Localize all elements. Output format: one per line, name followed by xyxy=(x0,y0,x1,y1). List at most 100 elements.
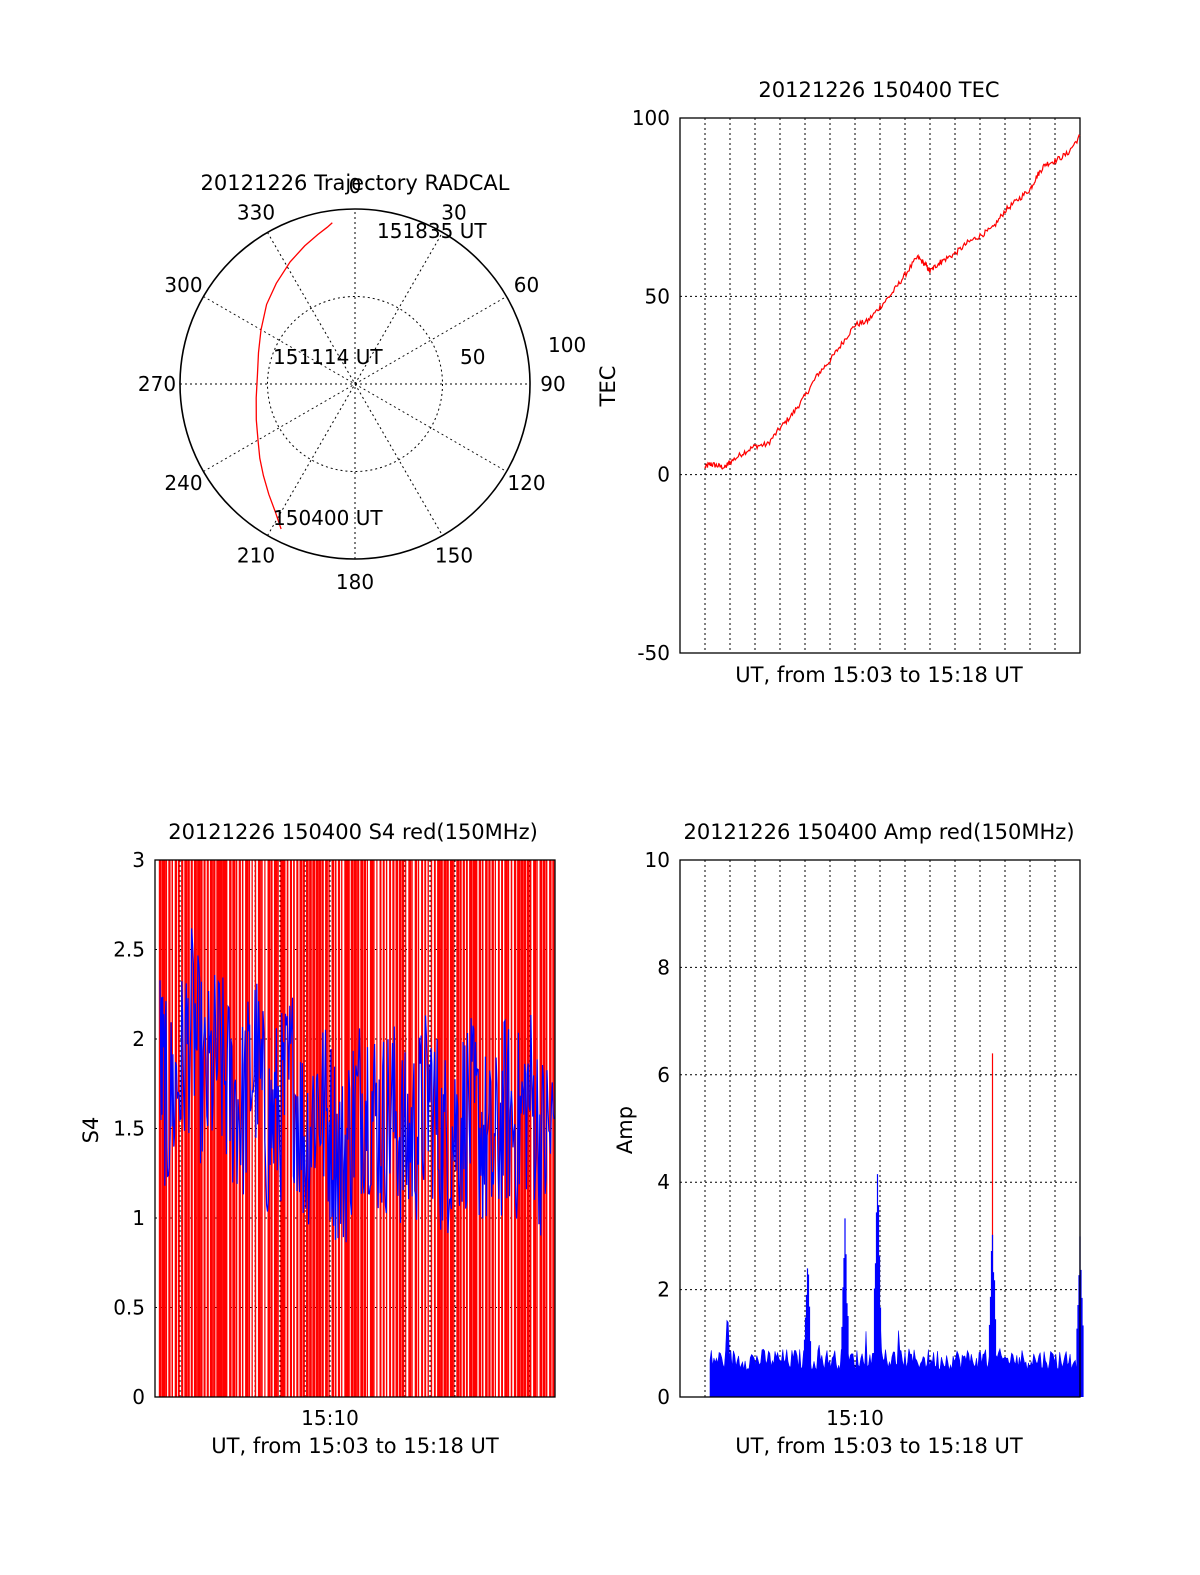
s4-red-spike xyxy=(200,860,203,1397)
polar-angle-label: 180 xyxy=(336,570,374,594)
amp-y-tick-label: 10 xyxy=(645,848,670,872)
s4-red-spike xyxy=(385,860,388,1397)
tec-y-tick-label: -50 xyxy=(637,641,670,665)
tec-panel: 20121226 150400 TEC 100 50 0 -50 TEC UT, fr… xyxy=(596,78,1081,687)
amp-plot-frame xyxy=(679,859,1081,1398)
amp-x-ticks: 15:10 xyxy=(826,1406,884,1430)
s4-red-spike xyxy=(379,860,382,1397)
s4-y-tick-label: 0 xyxy=(132,1385,145,1409)
s4-red-spike xyxy=(283,860,286,1397)
s4-plot-frame xyxy=(154,859,556,1398)
s4-red-spike xyxy=(539,860,543,1397)
polar-angle-label: 330 xyxy=(237,201,275,225)
s4-red-spike xyxy=(209,860,213,1397)
s4-red-spike xyxy=(475,860,478,1397)
amp-y-tick-label: 8 xyxy=(657,955,670,979)
s4-red-spike xyxy=(273,860,278,1397)
polar-angle-label: 30 xyxy=(441,201,466,225)
polar-spoke xyxy=(267,232,443,536)
s4-red-spike xyxy=(318,860,322,1397)
s4-red-spike xyxy=(398,860,402,1397)
s4-red-spike xyxy=(325,860,328,1397)
s4-red-spike xyxy=(161,860,165,1397)
s4-red-spike xyxy=(529,860,532,1397)
polar-title: 20121226 Trajectory RADCAL xyxy=(201,171,510,195)
s4-red-spike xyxy=(357,860,360,1397)
tec-plot-frame xyxy=(679,117,1081,654)
polar-angle-label: 90 xyxy=(540,372,565,396)
s4-red-spike xyxy=(533,860,537,1397)
polar-spokes xyxy=(180,209,530,559)
s4-red-spike xyxy=(280,860,284,1397)
s4-red-spike xyxy=(312,860,315,1397)
s4-red-spike xyxy=(222,860,226,1397)
s4-y-tick-label: 1.5 xyxy=(113,1117,145,1141)
s4-red-spike xyxy=(302,860,305,1397)
s4-red-spike xyxy=(481,860,484,1397)
s4-y-tick-label: 3 xyxy=(132,848,145,872)
polar-angle-label: 300 xyxy=(164,273,202,297)
s4-red-spike xyxy=(158,860,162,1397)
s4-red-spike xyxy=(251,860,253,1397)
amp-x-label: UT, from 15:03 to 15:18 UT xyxy=(735,1434,1023,1458)
tec-y-tick-label: 100 xyxy=(632,106,670,130)
s4-y-tick-label: 1 xyxy=(132,1206,145,1230)
s4-red-spike xyxy=(523,860,527,1397)
s4-x-ticks: 15:10 xyxy=(301,1406,359,1430)
polar-annotation-start: 150400 UT xyxy=(273,506,383,530)
polar-angle-label: 240 xyxy=(164,471,202,495)
polar-annotation-mid: 151114 UT xyxy=(273,345,383,369)
s4-y-tick-label: 2 xyxy=(132,1027,145,1051)
s4-red-spike xyxy=(321,860,324,1397)
s4-red-spike xyxy=(443,860,447,1397)
s4-y-label: S4 xyxy=(79,1117,103,1144)
polar-angle-label: 150 xyxy=(435,543,473,567)
s4-red-spike xyxy=(430,860,433,1397)
s4-red-spike xyxy=(411,860,413,1397)
s4-red-spike xyxy=(216,860,220,1397)
amp-blue-noise xyxy=(709,1319,1081,1398)
s4-red-spike xyxy=(206,860,209,1397)
s4-y-ticks: 3 2.5 2 1.5 1 0.5 0 xyxy=(113,848,145,1409)
amp-y-tick-label: 6 xyxy=(657,1063,670,1087)
polar-angle-label: 0 xyxy=(349,174,362,198)
tec-y-tick-label: 50 xyxy=(645,284,670,308)
s4-red-spike xyxy=(219,860,223,1397)
s4-red-spike xyxy=(488,860,491,1397)
s4-red-spike xyxy=(497,860,500,1397)
s4-red-spike xyxy=(181,860,184,1397)
s4-red-spike xyxy=(453,860,455,1397)
amp-panel: 20121226 150400 Amp red(150MHz) 1086420 … xyxy=(613,820,1084,1458)
s4-x-tick-label: 15:10 xyxy=(301,1406,359,1430)
s4-red-spike xyxy=(257,860,261,1397)
s4-red-spike xyxy=(171,860,173,1397)
s4-red-spike xyxy=(193,860,197,1397)
polar-radial-label-100: 100 xyxy=(548,333,586,357)
s4-red-spike xyxy=(424,860,427,1397)
polar-angle-label: 60 xyxy=(514,273,539,297)
s4-red-spike xyxy=(347,860,350,1397)
amp-x-tick-label: 15:10 xyxy=(826,1406,884,1430)
amp-title: 20121226 150400 Amp red(150MHz) xyxy=(683,820,1074,844)
s4-red-spike xyxy=(373,860,375,1397)
s4-red-spike xyxy=(446,860,449,1397)
s4-red-spike xyxy=(433,860,436,1397)
amp-y-tick-label: 0 xyxy=(657,1385,670,1409)
s4-red-spike xyxy=(520,860,524,1397)
s4-red-spike xyxy=(331,860,334,1397)
tec-x-label: UT, from 15:03 to 15:18 UT xyxy=(735,663,1023,687)
amp-y-tick-label: 2 xyxy=(657,1278,670,1302)
polar-annotation-end: 151835 UT xyxy=(377,219,487,243)
s4-red-spike xyxy=(293,860,295,1397)
s4-red-spike xyxy=(491,860,494,1397)
polar-panel: 20121226 Trajectory RADCAL 0 30 60 90 120 150… xyxy=(138,171,586,594)
amp-y-ticks: 10 8 6 4 2 0 xyxy=(645,848,670,1409)
s4-red-spike xyxy=(177,860,180,1397)
tec-y-tick-label: 0 xyxy=(657,463,670,487)
s4-y-tick-label: 0.5 xyxy=(113,1296,145,1320)
polar-angle-label: 270 xyxy=(138,372,176,396)
s4-red-spike xyxy=(248,860,251,1397)
tec-y-ticks: 100 50 0 -50 xyxy=(632,106,670,665)
s4-red-spike xyxy=(414,860,418,1397)
amp-y-tick-label: 4 xyxy=(657,1170,670,1194)
